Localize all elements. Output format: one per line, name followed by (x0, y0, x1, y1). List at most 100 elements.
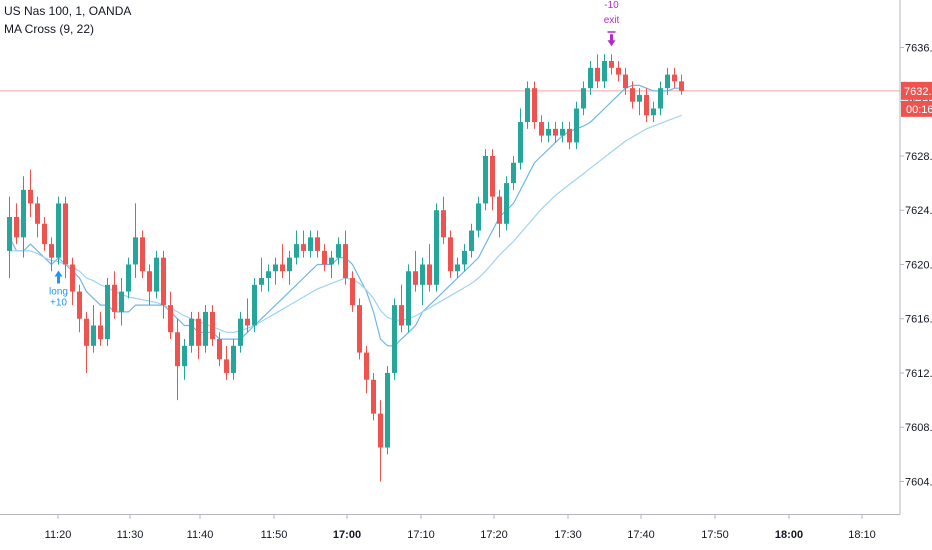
candle[interactable] (308, 230, 313, 258)
candle[interactable] (35, 196, 40, 238)
candle[interactable] (546, 122, 551, 143)
candle[interactable] (406, 264, 411, 333)
candle[interactable] (434, 203, 439, 292)
candle[interactable] (602, 54, 607, 89)
candle[interactable] (623, 67, 628, 95)
candle[interactable] (70, 257, 75, 306)
candle[interactable] (385, 366, 390, 455)
candle[interactable] (553, 122, 558, 143)
candle[interactable] (336, 237, 341, 265)
candle[interactable] (63, 196, 68, 279)
candle[interactable] (21, 176, 26, 258)
exit-signal[interactable]: -10 exit (604, 0, 620, 47)
candle[interactable] (644, 88, 649, 123)
candle[interactable] (14, 203, 19, 245)
candle[interactable] (154, 250, 159, 299)
candle[interactable] (168, 291, 173, 340)
candle[interactable] (91, 305, 96, 353)
candle[interactable] (28, 169, 33, 217)
candle[interactable] (525, 81, 530, 129)
candle[interactable] (7, 196, 12, 279)
candle[interactable] (42, 216, 47, 251)
candle[interactable] (567, 122, 572, 150)
candle[interactable] (658, 81, 663, 116)
candle[interactable] (210, 305, 215, 346)
candle[interactable] (315, 230, 320, 258)
candle[interactable] (679, 74, 684, 95)
candle[interactable] (273, 257, 278, 285)
candle[interactable] (616, 61, 621, 82)
candle[interactable] (224, 345, 229, 380)
candle[interactable] (574, 101, 579, 150)
candle[interactable] (322, 244, 327, 272)
long-entry-signal[interactable]: long+10 (49, 270, 68, 308)
candle[interactable] (630, 81, 635, 109)
candle[interactable] (588, 61, 593, 95)
candle[interactable] (462, 244, 467, 272)
candle[interactable] (266, 264, 271, 292)
candle[interactable] (161, 250, 166, 319)
candle[interactable] (637, 88, 642, 116)
candle[interactable] (203, 305, 208, 353)
candle[interactable] (189, 311, 194, 353)
candle[interactable] (140, 230, 145, 279)
candle[interactable] (651, 101, 656, 123)
candle[interactable] (217, 332, 222, 367)
price-axis-panel[interactable] (900, 0, 932, 514)
candle[interactable] (483, 149, 488, 211)
candle[interactable] (182, 339, 187, 380)
candle[interactable] (357, 298, 362, 360)
candle[interactable] (672, 67, 677, 89)
candle[interactable] (511, 155, 516, 190)
candle[interactable] (343, 230, 348, 285)
candle[interactable] (105, 278, 110, 346)
candle[interactable] (287, 250, 292, 285)
candle[interactable] (469, 223, 474, 258)
candle[interactable] (413, 250, 418, 292)
candle[interactable] (427, 244, 432, 292)
candle[interactable] (539, 115, 544, 143)
candle[interactable] (665, 67, 670, 95)
candle[interactable] (147, 264, 152, 306)
candle[interactable] (448, 230, 453, 279)
candle[interactable] (532, 81, 537, 129)
candle[interactable] (252, 278, 257, 333)
candle[interactable] (490, 149, 495, 211)
candle[interactable] (504, 176, 509, 231)
candle[interactable] (196, 311, 201, 360)
candle[interactable] (126, 257, 131, 299)
candle[interactable] (329, 250, 334, 279)
candle[interactable] (371, 372, 376, 421)
candle[interactable] (98, 311, 103, 346)
candle[interactable] (518, 108, 523, 170)
candle[interactable] (245, 298, 250, 333)
candle[interactable] (455, 257, 460, 279)
candle[interactable] (238, 311, 243, 353)
candle[interactable] (420, 257, 425, 306)
candle[interactable] (441, 196, 446, 245)
candle[interactable] (476, 196, 481, 238)
candle[interactable] (280, 244, 285, 279)
candle[interactable] (77, 284, 82, 333)
candle[interactable] (175, 318, 180, 401)
candle[interactable] (56, 196, 61, 265)
indicator-legend[interactable]: MA Cross (9, 22) (4, 22, 95, 36)
candle[interactable] (84, 311, 89, 373)
candle[interactable] (595, 54, 600, 89)
candle[interactable] (609, 54, 614, 75)
candle[interactable] (560, 122, 565, 143)
candle[interactable] (133, 203, 138, 279)
candle[interactable] (399, 284, 404, 333)
candle[interactable] (301, 230, 306, 258)
candle[interactable] (378, 400, 383, 482)
time-axis-panel[interactable] (0, 515, 900, 550)
candle[interactable] (497, 189, 502, 238)
candle[interactable] (392, 298, 397, 380)
candle[interactable] (112, 271, 117, 319)
candle[interactable] (364, 345, 369, 394)
candle[interactable] (49, 237, 54, 272)
candle[interactable] (119, 278, 124, 326)
candle[interactable] (581, 81, 586, 116)
candle[interactable] (259, 257, 264, 292)
